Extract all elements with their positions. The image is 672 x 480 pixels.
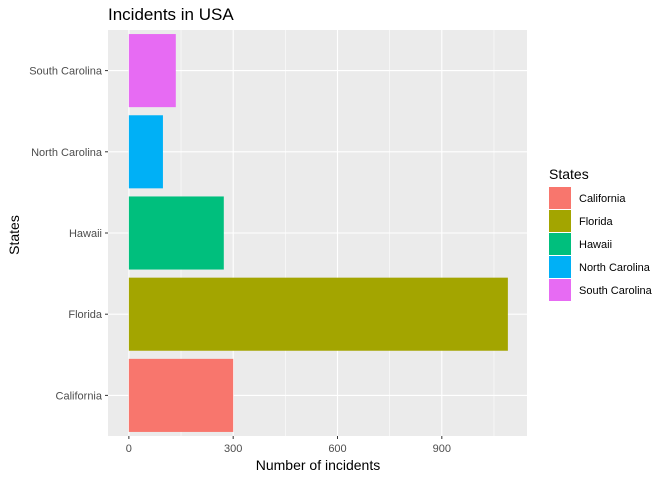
x-axis: 0 300 600 900 xyxy=(126,436,451,455)
legend-swatch xyxy=(549,233,571,255)
x-tick-label: 0 xyxy=(126,443,132,455)
y-tick-label: Florida xyxy=(68,309,103,321)
x-tick-label: 300 xyxy=(224,443,242,455)
x-axis-title: Number of incidents xyxy=(256,457,381,473)
legend-label: California xyxy=(579,193,626,205)
legend-title: States xyxy=(549,166,589,182)
y-tick-label: California xyxy=(56,390,103,402)
legend-label: Florida xyxy=(579,216,614,228)
bar-hawaii xyxy=(128,196,224,270)
legend-items: California Florida Hawaii North Carolina Sou… xyxy=(549,187,653,301)
chart-title: Incidents in USA xyxy=(108,5,234,24)
legend-swatch xyxy=(549,210,571,232)
y-axis: California Florida Hawaii North Carolina Sou… xyxy=(29,66,108,402)
x-tick-label: 900 xyxy=(433,443,451,455)
legend: States California Florida Hawaii North Caro… xyxy=(549,166,653,301)
bar-florida xyxy=(128,277,508,351)
bar-south-carolina xyxy=(128,34,176,108)
x-tick-label: 600 xyxy=(328,443,346,455)
bar-california xyxy=(128,358,234,432)
legend-swatch xyxy=(549,187,571,209)
legend-swatch xyxy=(549,256,571,278)
y-axis-title: States xyxy=(6,215,22,255)
legend-swatch xyxy=(549,279,571,301)
y-tick-label: South Carolina xyxy=(29,66,103,78)
bars-group xyxy=(128,34,508,432)
legend-label: North Carolina xyxy=(579,262,651,274)
y-tick-label: Hawaii xyxy=(69,228,102,240)
bar-north-carolina xyxy=(128,115,163,189)
y-tick-label: North Carolina xyxy=(31,147,103,159)
legend-label: South Carolina xyxy=(579,285,653,297)
legend-label: Hawaii xyxy=(579,239,612,251)
